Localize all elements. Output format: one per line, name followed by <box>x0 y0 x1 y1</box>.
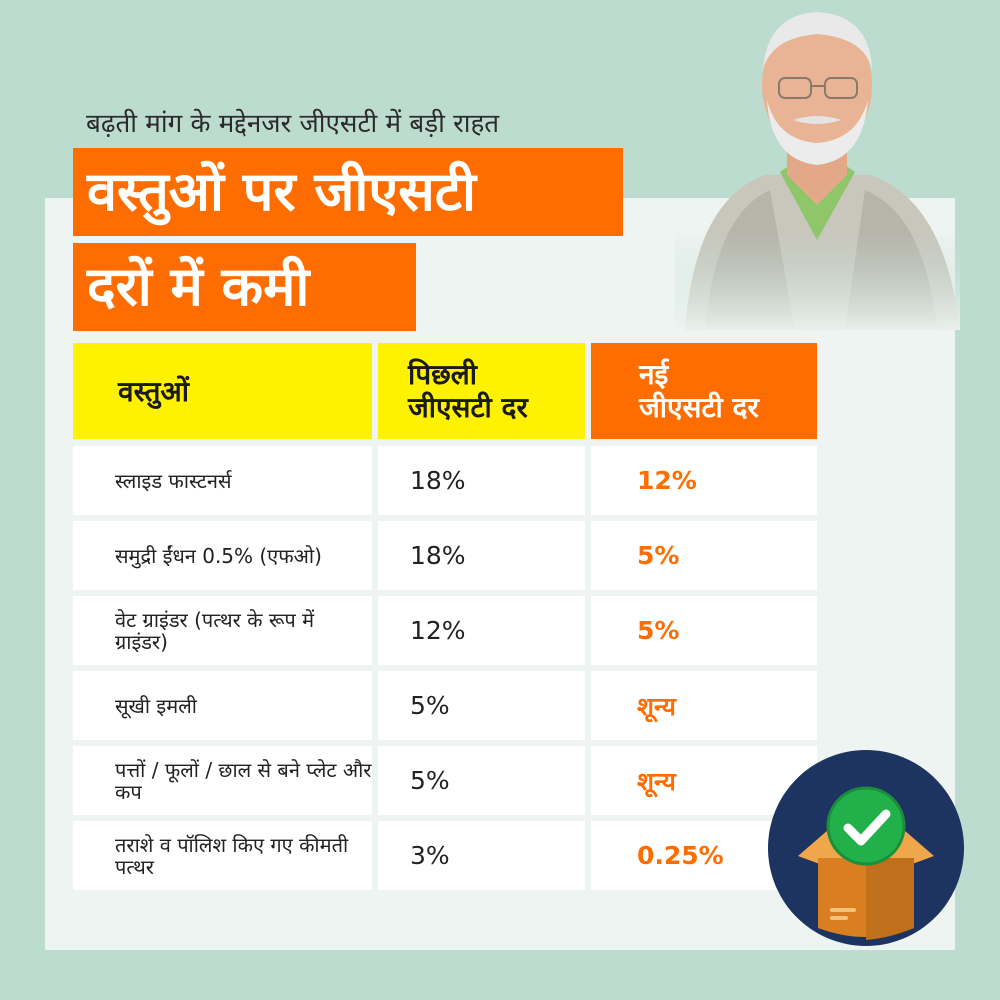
header-new-line2: जीएसटी दर <box>639 391 759 424</box>
header-previous-line1: पिछली <box>408 358 478 391</box>
row-item: तराशे व पॉलिश किए गए कीमती पत्थर <box>73 821 372 890</box>
row-new-rate: शून्य <box>591 671 817 740</box>
header-new-rate: नई जीएसटी दर <box>591 343 817 439</box>
row-item: सूखी इमली <box>73 671 372 740</box>
person-portrait-icon <box>675 12 960 330</box>
row-previous-rate: 5% <box>378 671 585 740</box>
row-item: स्लाइड फास्टनर्स <box>73 446 372 515</box>
header-items-label: वस्तुओं <box>118 374 190 408</box>
box-with-check-icon <box>768 750 964 946</box>
subtitle: बढ़ती मांग के मद्देनजर जीएसटी में बड़ी र… <box>86 109 500 139</box>
row-item: वेट ग्राइंडर (पत्थर के रूप में ग्राइंडर) <box>73 596 372 665</box>
title-line-1: वस्तुओं पर जीएसटी <box>73 148 623 236</box>
header-items: वस्तुओं <box>73 343 372 439</box>
row-item: पत्तों / फूलों / छाल से बने प्लेट और कप <box>73 746 372 815</box>
header-previous-rate: पिछली जीएसटी दर <box>378 343 585 439</box>
row-new-rate: 12% <box>591 446 817 515</box>
row-previous-rate: 3% <box>378 821 585 890</box>
title-line-2: दरों में कमी <box>73 243 416 331</box>
header-new-line1: नई <box>639 358 669 391</box>
row-previous-rate: 18% <box>378 446 585 515</box>
row-previous-rate: 18% <box>378 521 585 590</box>
row-item: समुद्री ईंधन 0.5% (एफओ) <box>73 521 372 590</box>
row-new-rate: 5% <box>591 596 817 665</box>
row-previous-rate: 5% <box>378 746 585 815</box>
header-previous-line2: जीएसटी दर <box>408 391 528 424</box>
row-previous-rate: 12% <box>378 596 585 665</box>
row-new-rate: 5% <box>591 521 817 590</box>
